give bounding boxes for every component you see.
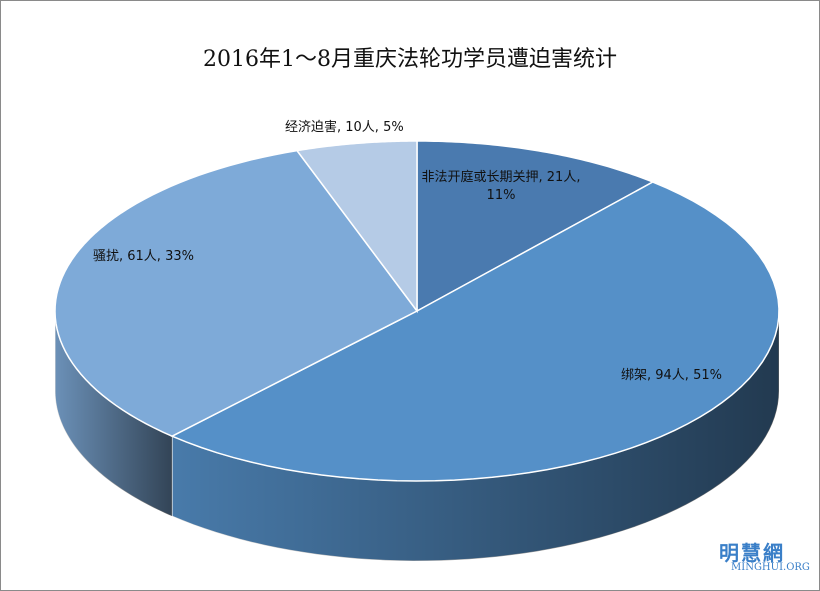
data-label: 非法开庭或长期关押, 21人, 11%: [421, 170, 581, 203]
logo: 明慧網: [719, 541, 785, 565]
slice: [295, 140, 418, 314]
data-label: 骚扰, 61人, 33%: [93, 249, 194, 264]
slice-side-shade: [172, 311, 780, 561]
data-label: 绑架, 94人, 51%: [621, 368, 722, 383]
data-label: 经济迫害, 10人, 5%: [285, 120, 404, 135]
chart-title: 2016年1～8月重庆法轮功学员遭迫害统计: [203, 47, 617, 72]
logo-url: MINGHUI.ORG: [731, 562, 810, 573]
slice: [416, 140, 655, 313]
slice-side-shade: [55, 311, 173, 517]
slice: [54, 149, 419, 438]
slice: [170, 181, 780, 482]
